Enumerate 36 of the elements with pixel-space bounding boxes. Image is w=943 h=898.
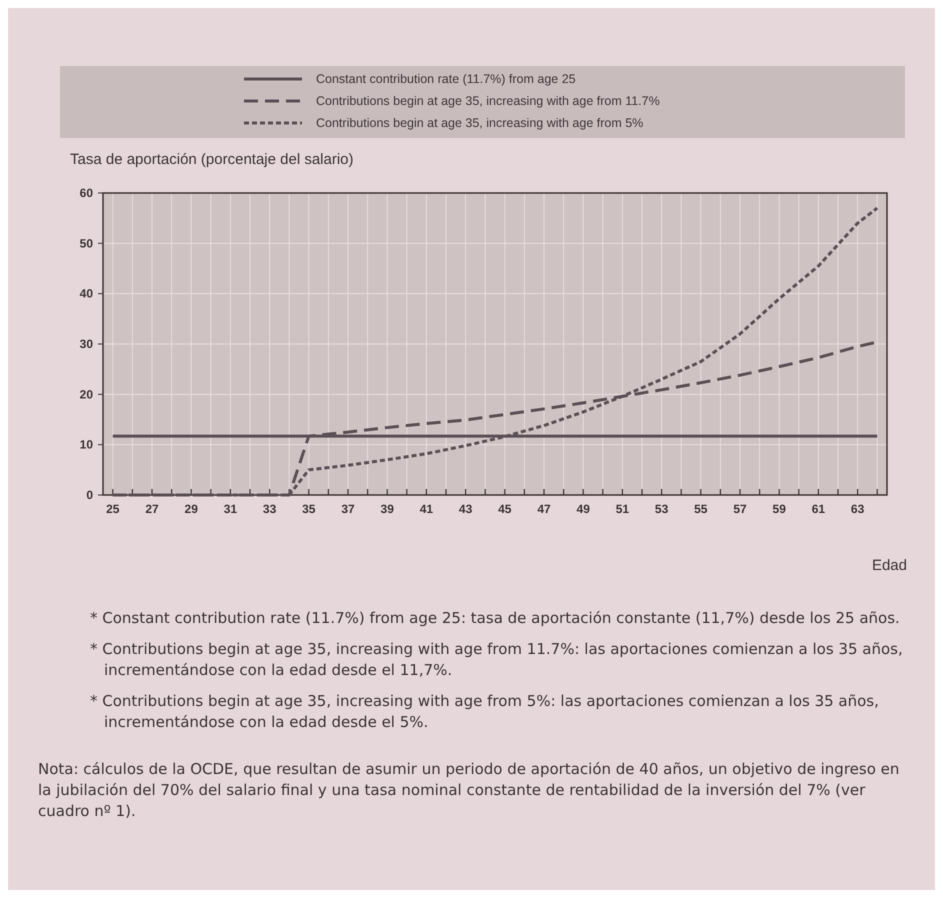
legend-label: Contributions begin at age 35, increasing with age from 5% xyxy=(316,116,644,130)
x-tick-label: 57 xyxy=(733,502,747,516)
text: * Contributions begin at age 35, increasing with age from 5%: las aportaciones comienzan a los 35 años, incrementándose con la edad desde el 5%. xyxy=(90,691,880,733)
x-tick-label: 53 xyxy=(654,502,669,516)
y-tick-label: 30 xyxy=(80,337,94,351)
x-tick-label: 43 xyxy=(458,502,473,516)
x-tick-label: 41 xyxy=(420,502,434,516)
x-tick-label: 33 xyxy=(262,502,277,516)
x-tick-label: 25 xyxy=(106,502,120,516)
x-tick-label: 45 xyxy=(498,502,512,516)
legend-label: Contributions begin at age 35, increasing with age from 11.7% xyxy=(316,94,660,108)
y-tick-label: 60 xyxy=(80,186,94,200)
y-tick-label: 0 xyxy=(86,488,94,502)
x-tick-label: 59 xyxy=(772,502,786,516)
y-tick-label: 10 xyxy=(80,438,94,452)
x-tick-label: 51 xyxy=(616,502,630,516)
x-axis-title: Edad xyxy=(872,557,907,574)
y-tick-label: 40 xyxy=(80,286,94,301)
x-tick-label: 61 xyxy=(812,502,826,516)
x-tick-label: 49 xyxy=(576,502,590,516)
x-tick-label: 47 xyxy=(537,502,551,516)
legend-label: Constant contribution rate (11.7%) from age 25 xyxy=(316,72,576,86)
x-tick-label: 31 xyxy=(224,502,238,516)
text: * Contributions begin at age 35, increasing with age from 11.7%: las aportaciones comienzan a los 35 años, incrementándose con la edad desde el 11,7%. xyxy=(90,639,904,681)
y-tick-label: 50 xyxy=(80,236,94,250)
x-tick-label: 37 xyxy=(341,502,355,516)
x-tick-label: 35 xyxy=(302,502,316,516)
text: * Constant contribution rate (11.7%) from age 25: tasa de aportación constante (11,7%) desde los 25 años. xyxy=(90,608,901,629)
x-tick-label: 27 xyxy=(145,502,159,516)
x-tick-label: 39 xyxy=(380,502,394,516)
text: Nota: cálculos de la OCDE, que resultan de asumir un periodo de aportación de 40 años, un objetivo de ingreso en la jubilación del 70% del salario final y una tasa nominal constante de rentabilidad de la inversión del 7% (ver cuadro nº 1). xyxy=(38,759,900,822)
x-tick-label: 63 xyxy=(850,502,865,516)
x-tick-label: 29 xyxy=(184,502,198,516)
y-tick-label: 20 xyxy=(80,387,94,402)
y-axis-title: Tasa de aportación (porcentaje del salario) xyxy=(70,151,354,168)
x-tick-label: 55 xyxy=(694,502,708,516)
